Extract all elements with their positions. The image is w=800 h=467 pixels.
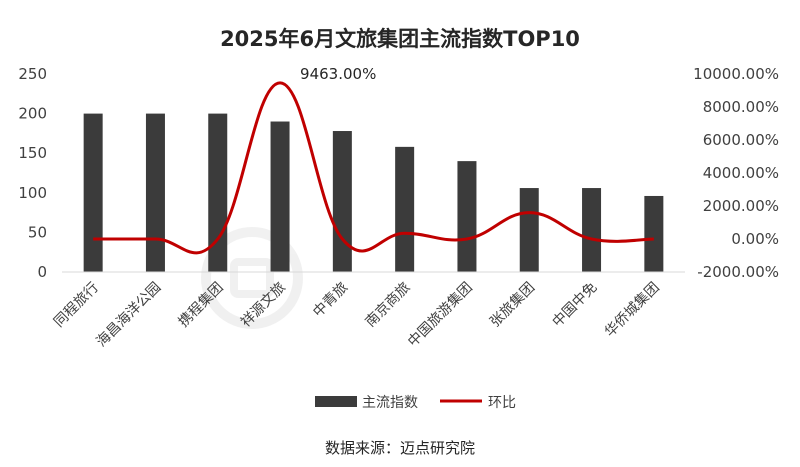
legend-bar-swatch [315,396,357,407]
bar-7 [457,161,477,272]
left-tick-label: 150 [18,144,47,162]
right-tick-label: -2000.00% [697,263,779,281]
category-labels: 同程旅行海昌海洋公园 携程集团 祥源文旅 中青旅 南京商旅中国旅游集团 张旅集团 中国中免华… [51,279,663,350]
bar-4 [270,121,290,273]
bar-2 [145,113,165,272]
category-label-7: 中国旅游集团 [404,279,475,350]
category-label-10: 华侨城集团 [601,279,663,341]
left-tick-label: 0 [37,263,47,281]
right-tick-label: 10000.00% [693,65,779,83]
right-tick-label: 2000.00% [703,197,779,215]
watermark-logo-mark [230,258,274,298]
category-label-1: 同程旅行 [51,280,102,331]
source-note: 数据来源：迈点研究院 [325,439,475,457]
bar-8 [519,188,539,272]
left-axis-ticks: 0 50 100 150 200 250 [18,65,47,281]
left-tick-label: 100 [18,184,47,202]
category-label-2: 海昌海洋公园 [94,280,165,351]
legend-label-ratio: 环比 [488,395,516,411]
series-line-ratio [93,81,654,255]
category-label-5: 中青旅 [310,280,351,321]
legend: 主流指数 环比 [315,395,516,411]
left-tick-label: 200 [18,105,47,123]
right-tick-label: 6000.00% [703,131,779,149]
peak-data-label: 9463.00% [300,65,376,83]
bar-5 [332,131,352,272]
watermark [201,227,303,329]
bar-10 [644,195,664,272]
bar-1 [83,113,103,272]
left-tick-label: 250 [18,65,47,83]
left-tick-label: 50 [28,223,47,241]
right-axis-ticks: -2000.00% 0.00% 2000.00% 4000.00% 6000.00% 80… [693,65,779,281]
category-label-8: 张旅集团 [486,279,538,331]
bar-3 [208,113,228,272]
right-tick-label: 4000.00% [703,164,779,182]
bars [83,113,664,273]
right-tick-label: 0.00% [731,230,779,248]
bar-9 [582,188,602,272]
right-tick-label: 8000.00% [703,98,779,116]
bar-6 [395,146,415,272]
watermark-logo-circle [201,227,303,329]
category-label-9: 中国中免 [549,280,600,331]
category-label-6: 南京商旅 [363,280,414,331]
legend-label-index: 主流指数 [362,395,418,411]
chart-title: 2025年6月文旅集团主流指数TOP10 [220,27,580,51]
